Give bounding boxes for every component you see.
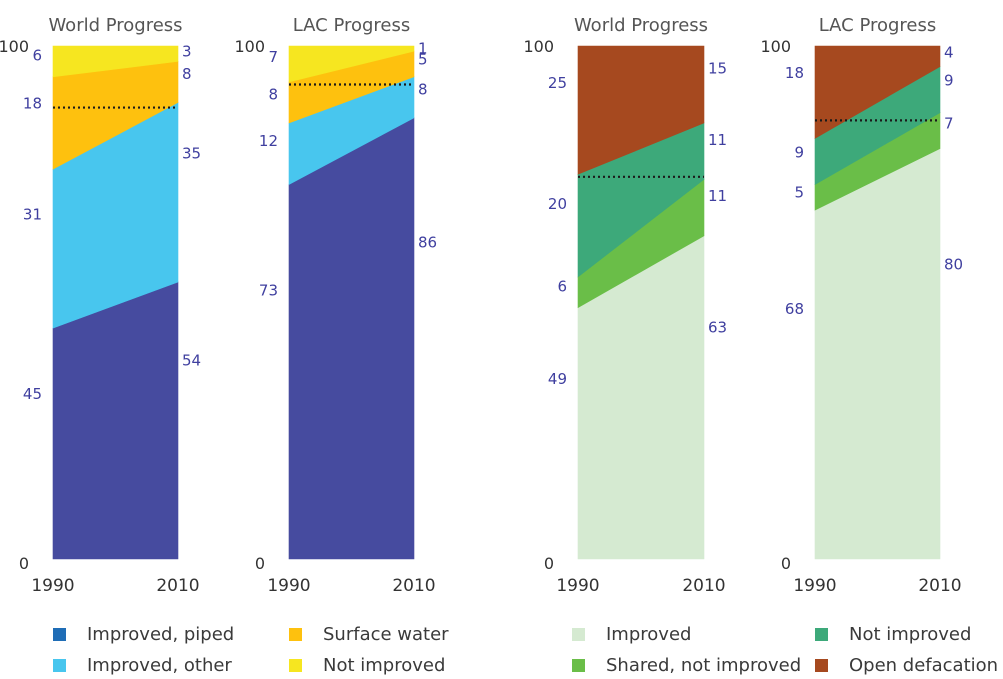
lac-water-area-not-improved bbox=[288, 45, 415, 83]
legend-swatch-not-improved-sanitation bbox=[815, 627, 828, 641]
lac-water-value-label-1990-improved-piped: 73 bbox=[259, 281, 278, 299]
world-sanitation-x-tick-1990: 1990 bbox=[556, 576, 599, 596]
world-water-x-tick-1990: 1990 bbox=[31, 576, 74, 596]
world-sanitation-value-label-1990-not-improved: 20 bbox=[548, 195, 567, 213]
lac-sanitation-value-label-2010-open-defacation: 4 bbox=[944, 44, 954, 62]
lac-water-y-tick-0: 0 bbox=[255, 554, 265, 573]
legend-item-improved-piped: Improved, piped bbox=[53, 623, 234, 645]
legend-label-surface-water: Surface water bbox=[323, 623, 449, 645]
lac-water-value-label-2010-improved-piped: 86 bbox=[418, 233, 437, 251]
world-water-area-not-improved bbox=[52, 45, 179, 78]
lac-sanitation-value-label-1990-improved: 68 bbox=[785, 300, 804, 318]
lac-sanitation-y-tick-0: 0 bbox=[781, 554, 791, 573]
lac-sanitation-value-label-2010-improved: 80 bbox=[944, 256, 963, 274]
legend-item-surface-water: Surface water bbox=[289, 623, 449, 645]
lac-sanitation-x-tick-1990: 1990 bbox=[793, 576, 836, 596]
legend-swatch-improved bbox=[572, 627, 585, 641]
world-sanitation-value-label-1990-open-defacation: 25 bbox=[548, 74, 567, 92]
world-water-value-label-1990-surface-water: 18 bbox=[23, 95, 42, 113]
legend-item-improved-other: Improved, other bbox=[53, 654, 232, 676]
world-sanitation-area-open-defacation bbox=[577, 45, 705, 175]
world-water-value-label-2010-improved-piped: 54 bbox=[182, 352, 201, 370]
lac-sanitation-value-label-1990-shared-not-improved: 5 bbox=[794, 184, 804, 202]
world-sanitation-y-tick-0: 0 bbox=[544, 554, 554, 573]
legend-item-shared-not-improved: Shared, not improved bbox=[572, 654, 801, 676]
legend-item-improved: Improved bbox=[572, 623, 691, 645]
lac-water-value-label-2010-not-improved: 1 bbox=[418, 39, 428, 57]
legend-label-open-defacation: Open defacation bbox=[849, 654, 999, 676]
world-sanitation-value-label-2010-improved: 63 bbox=[708, 318, 727, 336]
lac-sanitation-chart-title: LAC Progress bbox=[819, 15, 937, 36]
legend-swatch-shared-not-improved bbox=[572, 658, 585, 672]
lac-sanitation-area-improved bbox=[814, 148, 941, 560]
legend-label-not-improved-water: Not improved bbox=[323, 654, 446, 676]
lac-water-value-label-1990-improved-other: 12 bbox=[259, 132, 278, 150]
world-water-value-label-2010-surface-water: 8 bbox=[182, 65, 192, 83]
lac-sanitation-area-open-defacation bbox=[814, 45, 941, 139]
lac-water-x-tick-2010: 2010 bbox=[392, 576, 435, 596]
world-water-value-label-2010-not-improved: 3 bbox=[182, 42, 192, 60]
lac-sanitation-value-label-2010-not-improved: 9 bbox=[944, 71, 954, 89]
world-sanitation-value-label-1990-shared-not-improved: 6 bbox=[557, 277, 567, 295]
legend-label-not-improved-sanitation: Not improved bbox=[849, 623, 972, 645]
lac-sanitation-value-label-1990-not-improved: 9 bbox=[794, 143, 804, 161]
world-water-value-label-1990-improved-piped: 45 bbox=[23, 385, 42, 403]
world-sanitation-x-tick-2010: 2010 bbox=[682, 576, 725, 596]
world-water-value-label-2010-improved-other: 35 bbox=[182, 145, 201, 163]
lac-water-x-tick-1990: 1990 bbox=[267, 576, 310, 596]
world-water-x-tick-2010: 2010 bbox=[156, 576, 199, 596]
world-water-y-tick-100: 100 bbox=[0, 37, 29, 56]
world-water-value-label-1990-not-improved: 6 bbox=[32, 47, 42, 65]
legend-swatch-improved-piped bbox=[53, 627, 66, 641]
lac-sanitation-value-label-2010-shared-not-improved: 7 bbox=[944, 115, 954, 133]
world-sanitation-value-label-1990-improved: 49 bbox=[548, 370, 567, 388]
lac-water-value-label-1990-surface-water: 8 bbox=[268, 85, 278, 103]
world-water-area-improved-piped bbox=[52, 281, 179, 560]
legend-swatch-surface-water bbox=[289, 627, 302, 641]
legend-swatch-not-improved-water bbox=[289, 658, 302, 672]
legend-label-shared-not-improved: Shared, not improved bbox=[606, 654, 802, 676]
lac-water-value-label-1990-not-improved: 7 bbox=[268, 48, 278, 66]
world-sanitation-chart-title: World Progress bbox=[574, 15, 708, 36]
lac-water-value-label-2010-surface-water: 5 bbox=[418, 50, 428, 68]
lac-water-chart-title: LAC Progress bbox=[293, 15, 411, 36]
lac-water-area-improved-piped bbox=[288, 117, 415, 560]
world-sanitation-value-label-2010-open-defacation: 15 bbox=[708, 60, 727, 78]
lac-water-y-tick-100: 100 bbox=[234, 37, 265, 56]
legend-swatch-open-defacation bbox=[815, 658, 828, 672]
legend-label-improved-piped: Improved, piped bbox=[87, 623, 235, 645]
lac-sanitation-x-tick-2010: 2010 bbox=[918, 576, 961, 596]
legend-label-improved-other: Improved, other bbox=[87, 654, 232, 676]
lac-sanitation-value-label-1990-open-defacation: 18 bbox=[785, 64, 804, 82]
world-sanitation-value-label-2010-shared-not-improved: 11 bbox=[708, 187, 727, 205]
world-water-chart-title: World Progress bbox=[48, 15, 182, 36]
world-sanitation-value-label-2010-not-improved: 11 bbox=[708, 131, 727, 149]
legend-item-open-defacation: Open defacation bbox=[815, 654, 998, 676]
world-water-value-label-1990-improved-other: 31 bbox=[23, 206, 42, 224]
legend-item-not-improved-water: Not improved bbox=[289, 654, 445, 676]
lac-water-value-label-2010-improved-other: 8 bbox=[418, 80, 428, 98]
world-water-y-tick-0: 0 bbox=[19, 554, 29, 573]
legend-item-not-improved-sanitation: Not improved bbox=[815, 623, 971, 645]
legend-swatch-improved-other bbox=[53, 658, 66, 672]
legend-label-improved: Improved bbox=[606, 623, 692, 645]
lac-sanitation-y-tick-100: 100 bbox=[760, 37, 791, 56]
world-sanitation-y-tick-100: 100 bbox=[523, 37, 554, 56]
